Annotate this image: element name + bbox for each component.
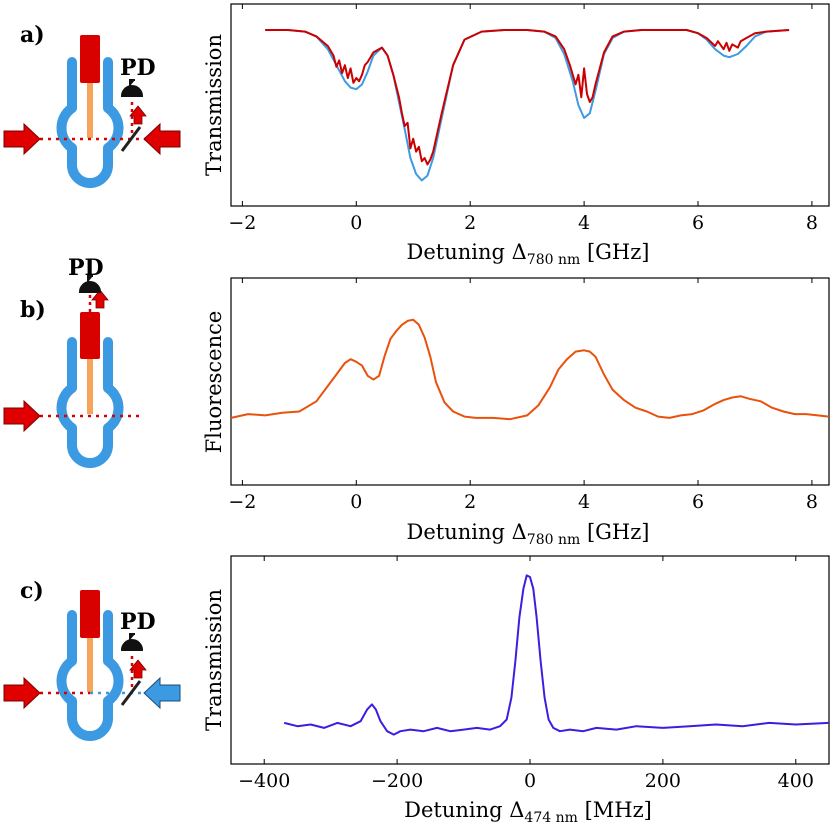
x-tick-label: 6 [692, 212, 704, 234]
series-layer-0 [265, 29, 790, 182]
fiber-c [87, 630, 93, 692]
x-tick-label: 0 [524, 770, 536, 792]
x-tick-label: 0 [350, 212, 362, 234]
plot-frame-0 [230, 3, 830, 207]
vapor-cell-a [56, 57, 124, 188]
left-red-arrow-b [3, 399, 41, 433]
up-arrow-c [129, 659, 147, 679]
xlabel-1: Detuning Δ780 nm [GHz] [407, 520, 650, 548]
x-tick-label: −400 [238, 770, 290, 792]
left-red-arrow-c [3, 676, 41, 710]
fiber-connector-c [80, 590, 100, 638]
right-red-arrow-a [143, 122, 181, 156]
pd-label-c: PD [120, 609, 156, 635]
series-line-fluorescence [230, 318, 830, 421]
photodiode-icon-b [78, 275, 102, 293]
schematic-c: PD [3, 590, 181, 741]
panel-label-a: a) [20, 22, 45, 48]
x-tick-label: −2 [228, 491, 256, 513]
up-arrow-b [91, 289, 109, 309]
x-tick-label: 4 [578, 491, 590, 513]
x-tick-label: 200 [645, 770, 681, 792]
series-layer-2 [283, 574, 830, 736]
tick-layer-0: −2 0 2 4 6 8 [228, 4, 818, 234]
series-line-model [265, 29, 790, 182]
mirror-c [120, 680, 142, 706]
xlabel-2: Detuning Δ474 nm [MHz] [404, 798, 652, 826]
schematic-a: PD [3, 35, 181, 188]
series-layer-1 [230, 318, 830, 421]
xlabel-0: Detuning Δ780 nm [GHz] [407, 240, 650, 268]
x-tick-label: 400 [778, 770, 814, 792]
ylabel-1: Fluorescence [202, 311, 226, 454]
tick-layer-2: −400 −200 0 200 400 [238, 556, 814, 792]
x-tick-label: 2 [464, 491, 476, 513]
right-blue-arrow-c [143, 676, 181, 710]
fiber-connector-b [80, 312, 100, 359]
mirror-a [120, 126, 142, 152]
x-tick-label: −2 [228, 212, 256, 234]
x-tick-label: 8 [806, 212, 818, 234]
x-tick-label: −200 [371, 770, 423, 792]
photodiode-icon-c [120, 633, 144, 651]
x-tick-label: 4 [578, 212, 590, 234]
chart-transmission-474: −400 −200 0 200 400 Detuning Δ474 nm [MHz] T… [202, 555, 830, 826]
chart-fluorescence-780: −2 0 2 4 6 8 Detuning Δ780 nm [GHz] Fluoresce… [202, 277, 830, 548]
fiber-b [87, 352, 93, 414]
left-red-arrow-a [3, 122, 41, 156]
series-line-transmission [283, 574, 830, 736]
x-tick-label: 6 [692, 491, 704, 513]
plot-frame-1 [230, 277, 830, 486]
up-arrow-a [129, 105, 147, 125]
ylabel-0: Transmission [202, 34, 226, 176]
pd-label-a: PD [120, 55, 156, 81]
pd-label-b: PD [68, 255, 104, 281]
chart-transmission-780: −2 0 2 4 6 8 Detuning Δ780 nm [GHz] Transmiss… [202, 3, 830, 268]
x-tick-label: 2 [464, 212, 476, 234]
series-line-measurement [265, 29, 790, 166]
x-tick-label: 0 [350, 491, 362, 513]
panel-label-c: c) [20, 578, 44, 604]
vapor-cell-b [56, 337, 124, 468]
vapor-cell-c [56, 610, 124, 741]
x-tick-label: 8 [806, 491, 818, 513]
tick-layer-1: −2 0 2 4 6 8 [228, 278, 818, 513]
schematic-b: PD [3, 255, 140, 468]
panel-label-b: b) [20, 297, 46, 323]
fiber-connector-a [80, 35, 100, 83]
photodiode-icon-a [120, 79, 144, 97]
ylabel-2: Transmission [202, 589, 226, 731]
plot-frame-2 [230, 555, 830, 765]
fiber-a [87, 78, 93, 138]
